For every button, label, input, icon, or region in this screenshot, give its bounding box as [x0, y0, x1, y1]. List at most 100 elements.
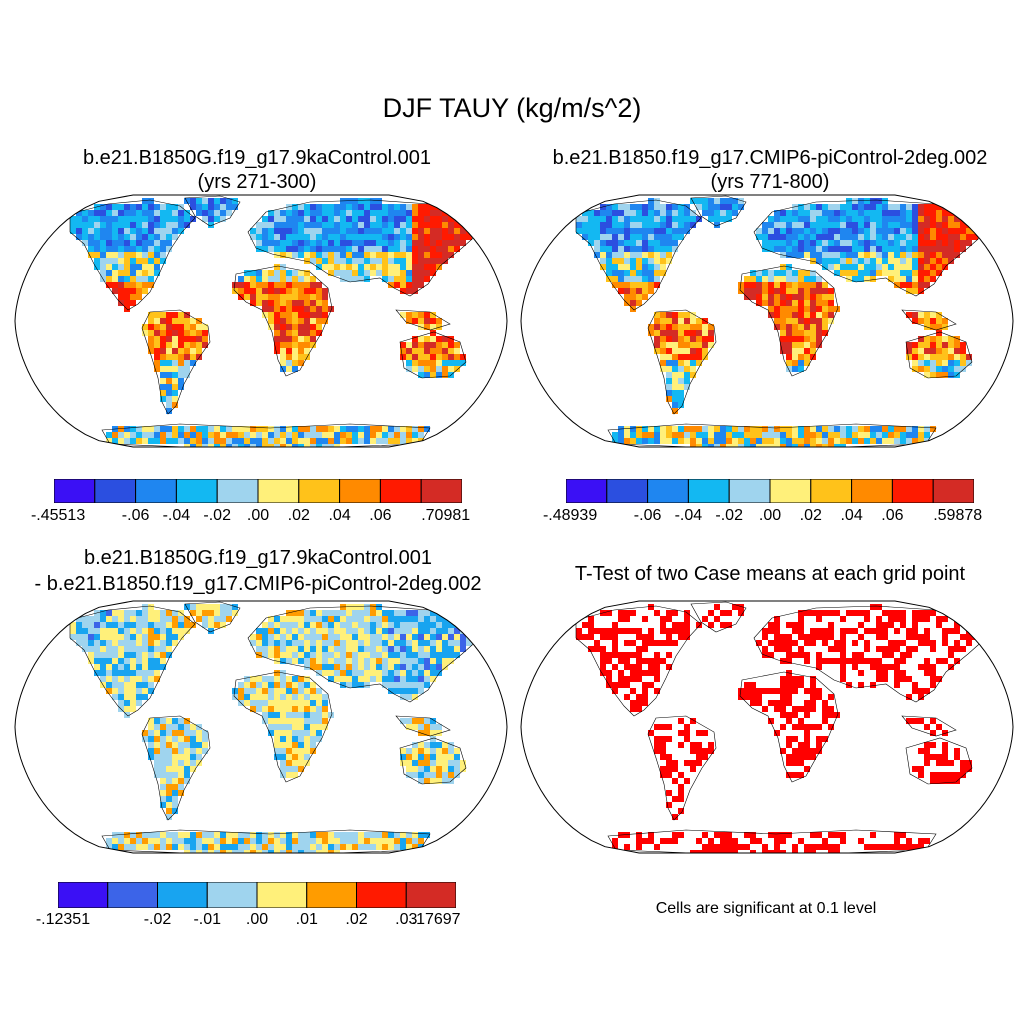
coastline-namerica — [575, 199, 702, 311]
colorbar-swatch — [769, 479, 812, 503]
data-cells — [521, 601, 1013, 853]
panel2-title-line1: b.e21.B1850.f19_g17.CMIP6-piControl-2deg… — [552, 147, 988, 169]
colorbar-swatch — [298, 479, 341, 503]
colorbar-case2 — [566, 479, 974, 503]
coastline-europeasia — [753, 605, 987, 703]
colorbar-tick-label: -.48939 — [542, 507, 598, 524]
colorbar-swatch — [216, 479, 259, 503]
map-case2 — [520, 194, 1014, 448]
colorbar-swatch — [257, 479, 300, 503]
coastline-greenland — [690, 195, 747, 227]
main-title: DJF TAUY (kg/m/s^2) — [382, 93, 642, 123]
map-frame — [14, 194, 508, 448]
data-cells — [15, 195, 507, 447]
colorbar-swatch — [339, 479, 381, 503]
colorbar-swatch — [94, 479, 137, 503]
colorbar-swatch — [932, 479, 974, 503]
coastline-africa — [739, 265, 839, 377]
colorbar-tick-label: .17697 — [411, 911, 461, 928]
colorbar-swatch — [687, 479, 730, 503]
coastline-africa — [233, 671, 333, 783]
coastline-antarctica — [607, 423, 937, 447]
map-frame — [520, 194, 1014, 448]
coastline-namerica — [69, 605, 196, 717]
map-ttest — [520, 600, 1014, 854]
colorbar-tick-label: .00 — [758, 507, 782, 524]
colorbar-tick-label: -.06 — [633, 507, 662, 524]
coastline-samerica — [141, 715, 211, 821]
colorbar-tick-label: -.06 — [121, 507, 150, 524]
panel3-title-line1: b.e21.B1850G.f19_g17.9kaControl.001 — [83, 547, 433, 569]
colorbar-swatch — [157, 882, 208, 908]
colorbar-swatch — [135, 479, 177, 503]
coastline-australia — [905, 737, 973, 785]
colorbar-swatch — [606, 479, 649, 503]
map-frame — [520, 600, 1014, 854]
colorbar-tick-label: .06 — [369, 507, 392, 524]
colorbar-case1 — [54, 479, 462, 503]
coastline-europeasia — [247, 199, 481, 297]
coastline-australia — [399, 737, 467, 785]
coastline-greenland — [184, 601, 241, 633]
coastline-indonesia — [901, 309, 957, 331]
coastline-samerica — [647, 715, 717, 821]
colorbar-tick-label: -.12351 — [35, 911, 91, 928]
coastline-greenland — [690, 601, 747, 633]
colorbar-tick-label: .04 — [328, 507, 351, 524]
coastline-greenland — [184, 195, 241, 227]
coastline-namerica — [575, 605, 702, 717]
coastline-africa — [233, 265, 333, 377]
colorbar-difference-labels: -.12351 -.02 -.01 .00 .01 .02 .03.17697 — [0, 911, 1024, 933]
colorbar-tick-label: .02 — [287, 507, 310, 524]
coastline-australia — [905, 331, 973, 379]
colorbar-swatch — [379, 479, 422, 503]
coastline-indonesia — [901, 715, 957, 737]
coastline-samerica — [141, 309, 211, 415]
colorbar-tick-label: .01 — [295, 911, 318, 928]
colorbar-tick-label: .02 — [345, 911, 368, 928]
coastline-antarctica — [101, 829, 431, 853]
colorbar-tick-label: .70981 — [421, 507, 471, 524]
coastline-indonesia — [395, 309, 451, 331]
colorbar-case1-labels: -.45513 -.06 -.04 -.02 .00 .02 .04 .06 .70981 — [0, 507, 1024, 529]
colorbar-tick-label: .04 — [840, 507, 863, 524]
colorbar-swatch — [891, 479, 934, 503]
colorbar-tick-label: -.02 — [203, 507, 231, 524]
panel1-title-line2: (yrs 271-300) — [197, 171, 317, 193]
colorbar-tick-label: -.02 — [715, 507, 743, 524]
colorbar-swatch — [175, 479, 218, 503]
panel1-title-line1: b.e21.B1850G.f19_g17.9kaControl.001 — [82, 147, 432, 169]
colorbar-tick-label: .02 — [799, 507, 822, 524]
colorbar-tick-label: .03 — [395, 911, 418, 928]
coastline-antarctica — [607, 829, 937, 853]
data-cells — [521, 195, 1013, 447]
coastline-indonesia — [395, 715, 451, 737]
coastline-australia — [399, 331, 467, 379]
colorbar-difference — [58, 882, 456, 908]
coastlines — [575, 601, 987, 853]
colorbar-swatch — [851, 479, 893, 503]
coastline-europeasia — [753, 199, 987, 297]
panel4-title: T-Test of two Case means at each grid po… — [574, 563, 966, 585]
colorbar-swatch — [405, 882, 456, 908]
map-frame — [14, 600, 508, 854]
colorbar-swatch — [306, 882, 357, 908]
map-difference — [14, 600, 508, 854]
coastline-namerica — [69, 199, 196, 311]
colorbar-tick-label: .00 — [245, 911, 269, 928]
coastlines — [69, 195, 481, 447]
colorbar-swatch — [728, 479, 771, 503]
colorbar-swatch — [810, 479, 853, 503]
significance-note: Cells are significant at 0.1 level — [655, 900, 877, 917]
colorbar-swatch — [54, 479, 96, 503]
colorbar-swatch — [107, 882, 158, 908]
colorbar-tick-label: -.04 — [162, 507, 191, 524]
colorbar-tick-label: .00 — [246, 507, 270, 524]
colorbar-tick-label: -.04 — [674, 507, 703, 524]
colorbar-swatch — [647, 479, 689, 503]
coastlines — [69, 601, 481, 853]
colorbar-swatch — [420, 479, 462, 503]
panel2-title-line2: (yrs 771-800) — [710, 171, 830, 193]
coastline-africa — [739, 671, 839, 783]
colorbar-tick-label: .06 — [881, 507, 904, 524]
